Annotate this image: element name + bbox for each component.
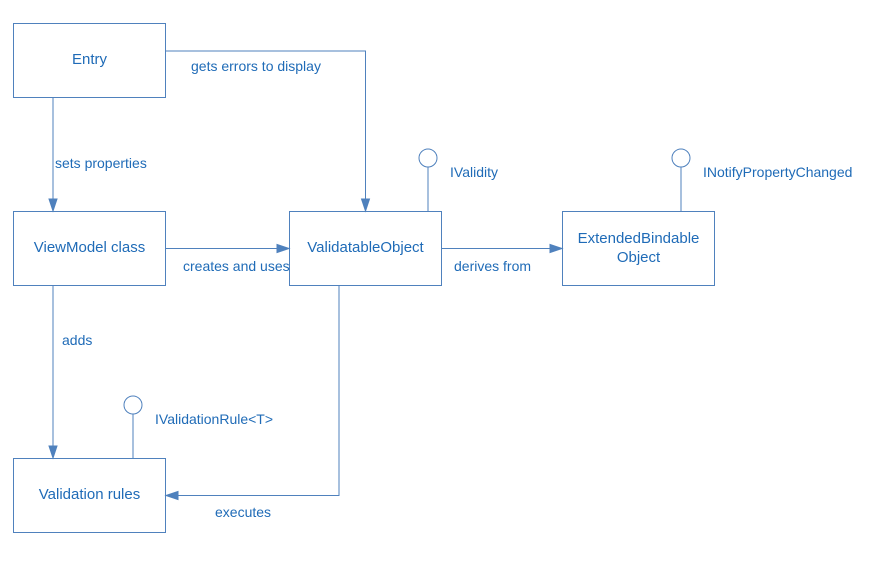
node-validationrules-label: Validation rules: [39, 486, 140, 505]
node-viewmodel-label: ViewModel class: [34, 239, 145, 258]
node-validatableobject-label: ValidatableObject: [307, 239, 423, 258]
edge-label-gets-errors: gets errors to display: [191, 58, 321, 74]
interface-label-ivalidationrule: IValidationRule<T>: [155, 411, 273, 427]
node-validationrules: Validation rules: [13, 458, 166, 533]
node-extendedbindable-label: ExtendedBindableObject: [578, 230, 700, 268]
interface-label-ivalidity: IValidity: [450, 164, 498, 180]
node-entry: Entry: [13, 23, 166, 98]
node-validatableobject: ValidatableObject: [289, 211, 442, 286]
edge-label-executes: executes: [215, 504, 271, 520]
interface-label-inotify: INotifyPropertyChanged: [703, 164, 852, 180]
node-entry-label: Entry: [72, 51, 107, 70]
node-extendedbindable: ExtendedBindableObject: [562, 211, 715, 286]
edge-label-adds: adds: [62, 332, 92, 348]
node-viewmodel: ViewModel class: [13, 211, 166, 286]
edge-label-creates-and-uses: creates and uses: [183, 258, 290, 274]
edge-label-derives-from: derives from: [454, 258, 531, 274]
edge-label-sets-properties: sets properties: [55, 155, 147, 171]
